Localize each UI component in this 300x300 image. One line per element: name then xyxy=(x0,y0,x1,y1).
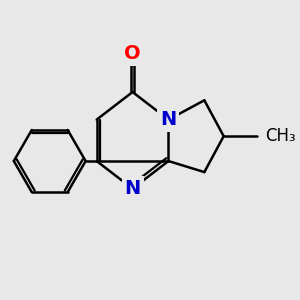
Text: N: N xyxy=(160,110,177,129)
Text: O: O xyxy=(124,44,141,63)
Text: N: N xyxy=(124,179,141,198)
Text: CH₃: CH₃ xyxy=(265,127,296,145)
